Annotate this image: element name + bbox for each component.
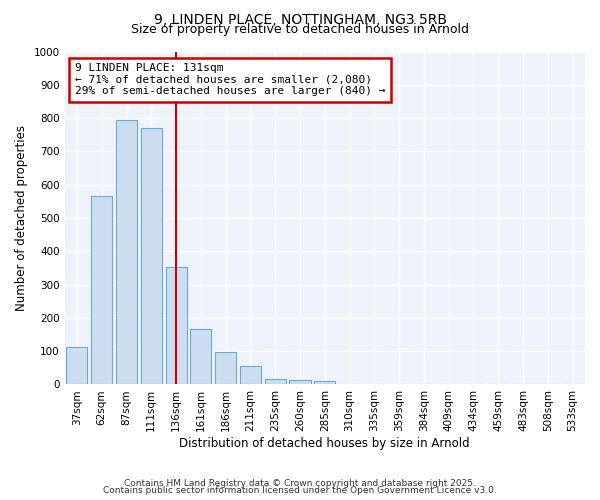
Bar [289, 380, 311, 384]
Y-axis label: Number of detached properties: Number of detached properties [15, 125, 28, 311]
Bar [265, 379, 286, 384]
Text: Contains HM Land Registry data © Crown copyright and database right 2025.: Contains HM Land Registry data © Crown c… [124, 478, 476, 488]
Bar [116, 120, 137, 384]
Bar [240, 366, 261, 384]
Bar [314, 381, 335, 384]
Bar [91, 196, 112, 384]
Bar [166, 268, 187, 384]
Text: Size of property relative to detached houses in Arnold: Size of property relative to detached ho… [131, 22, 469, 36]
Bar [67, 347, 88, 385]
Bar [141, 128, 162, 384]
X-axis label: Distribution of detached houses by size in Arnold: Distribution of detached houses by size … [179, 437, 470, 450]
Text: 9 LINDEN PLACE: 131sqm
← 71% of detached houses are smaller (2,080)
29% of semi-: 9 LINDEN PLACE: 131sqm ← 71% of detached… [75, 63, 385, 96]
Bar [215, 352, 236, 384]
Text: Contains public sector information licensed under the Open Government Licence v3: Contains public sector information licen… [103, 486, 497, 495]
Bar [190, 328, 211, 384]
Text: 9, LINDEN PLACE, NOTTINGHAM, NG3 5RB: 9, LINDEN PLACE, NOTTINGHAM, NG3 5RB [154, 12, 446, 26]
